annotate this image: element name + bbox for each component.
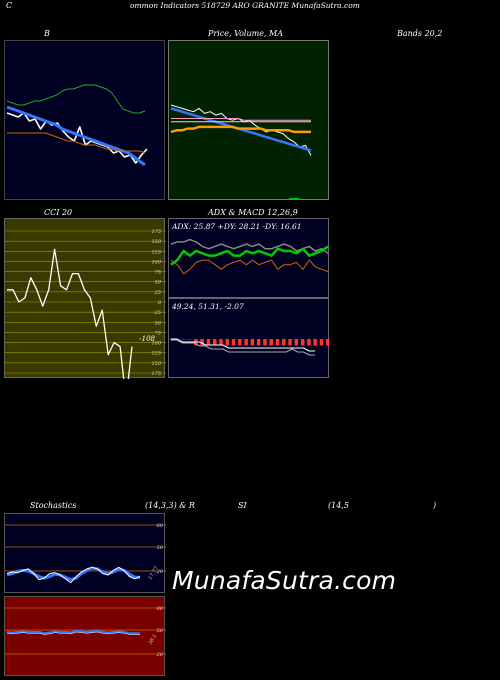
volume-bar: [289, 198, 299, 200]
macd-histogram-bar: [250, 339, 255, 346]
stoch-d-line: [6, 566, 140, 582]
stoch-tick-label: 80: [157, 523, 164, 529]
cci-tick-label: 150: [151, 239, 161, 245]
stochastics-panel: 80 50 20 17.77: [4, 513, 166, 593]
cci-plot: 175 150 125 100 75 50 25 0 25 50 75 100 125 150 175 -10…: [5, 229, 166, 379]
pv-price-line: [170, 104, 312, 156]
cci-tick-label: 75: [155, 330, 161, 336]
price-volume-plot: [170, 104, 312, 200]
price-volume-panel: [168, 40, 329, 200]
bollinger-lower-line: [7, 132, 146, 154]
macd-histogram-bar: [263, 339, 267, 346]
cci-line: [7, 248, 133, 379]
adx-readout: ADX: 25.87 +DY: 28.21 -DY: 16.61: [172, 222, 302, 231]
macd-signal-line: [171, 338, 315, 352]
bollinger-upper-line: [6, 84, 146, 114]
cci-panel: 175 150 125 100 75 50 25 0 25 50 75 100 125 150 175 -10…: [4, 218, 166, 379]
macd-histogram-bar: [256, 339, 261, 346]
pv-ma_orange-line: [170, 125, 311, 134]
cci-label: CCI 20: [44, 208, 73, 217]
cci-tick-label: 175: [151, 371, 161, 377]
macd-histogram-bar: [231, 339, 236, 346]
macd-histogram-bar: [326, 339, 330, 346]
stoch-label-b: (14,3,3) & R: [145, 501, 195, 510]
price-volume-ma-label: Price, Volume, MA: [208, 29, 284, 38]
macd-panel: 49.24, 51.31, -2.07: [168, 298, 330, 378]
cci-tick-label: 75: [155, 270, 161, 276]
cci-tick-label: 125: [151, 351, 161, 357]
macd-histogram-bar: [225, 339, 229, 346]
macd-histogram-bar: [269, 339, 273, 346]
macd-histogram-bar: [206, 339, 211, 346]
macd-histogram-bar: [238, 339, 242, 346]
macd-readout: 49.24, 51.31, -2.07: [172, 302, 244, 311]
cci-tick-label: 25: [154, 310, 161, 316]
adx-panel: ADX: 25.87 +DY: 28.21 -DY: 16.61: [168, 218, 329, 298]
macd-histogram-bar: [213, 339, 217, 346]
rsi-tick-label: 80: [157, 606, 164, 612]
macd-histogram-bar: [219, 339, 223, 346]
bollinger-panel: [4, 40, 165, 200]
macd-histogram-bar: [319, 339, 324, 346]
cci-tick-label: 0: [158, 300, 162, 306]
macd-histogram-bar: [294, 339, 299, 346]
cci-tick-label: 50: [155, 320, 162, 326]
rsi-tick-label: 20: [156, 652, 164, 658]
adx-plus_di-line: [170, 245, 329, 266]
cci-tick-label: 50: [155, 280, 162, 286]
stoch-label-e: ): [433, 501, 437, 510]
cci-tick-label: 125: [151, 249, 161, 255]
adx-minus_di-line: [170, 259, 329, 275]
cci-tick-label: 25: [154, 290, 161, 296]
pv-ma_pink-line: [171, 118, 311, 121]
stoch-label-a: Stochastics: [30, 501, 77, 510]
macd-histogram-bar: [282, 339, 286, 346]
macd-line: [171, 339, 315, 356]
rsi-plot: 80 50 20 38.1: [5, 606, 166, 658]
cci-tick-label: 175: [151, 229, 161, 235]
macd-histogram-bar: [244, 339, 248, 346]
adx-macd-label: ADX & MACD 12,26,9: [208, 208, 298, 217]
bands-label: Bands 20,2: [397, 29, 443, 38]
cci-tick-label: 100: [151, 341, 161, 347]
stoch-k-line: [6, 566, 141, 584]
macd-histogram-bar: [300, 339, 305, 346]
cci-current-value: -108: [139, 335, 155, 343]
macd-histogram-bar: [187, 339, 192, 340]
rsi-panel: 80 50 20 38.1: [4, 596, 166, 676]
macd-histogram-bar: [169, 339, 173, 340]
rsi-tick-label: 50: [157, 628, 164, 634]
macd-histogram-bar: [288, 339, 292, 346]
macd-histogram-bar: [181, 339, 186, 340]
chart-title: ommon Indicators 518729 ARO GRANITE Muna…: [130, 1, 360, 10]
cci-tick-label: 150: [151, 361, 161, 367]
macd-histogram-bar: [200, 339, 204, 346]
macd-histogram-bar: [313, 339, 317, 346]
macd-histogram-bar: [275, 339, 280, 346]
rsi-current-value: 38.1: [148, 633, 159, 646]
watermark: MunafaSutra.com: [172, 566, 397, 595]
cci-tick-label: 100: [151, 259, 161, 265]
stoch-tick-label: 50: [157, 545, 164, 551]
stoch-label-c: SI: [238, 501, 247, 510]
rsi-line: [6, 629, 140, 635]
chart-title-initial: C: [6, 1, 13, 10]
macd-histogram-bar: [307, 339, 311, 346]
adx-plot: [170, 238, 329, 275]
bollinger-label: B: [44, 29, 50, 38]
macd-plot: [169, 338, 330, 356]
bollinger-plot: [6, 84, 148, 167]
stoch-tick-label: 20: [156, 569, 164, 575]
stoch-label-d: (14,5: [328, 501, 349, 510]
bollinger-price-line: [6, 112, 148, 164]
